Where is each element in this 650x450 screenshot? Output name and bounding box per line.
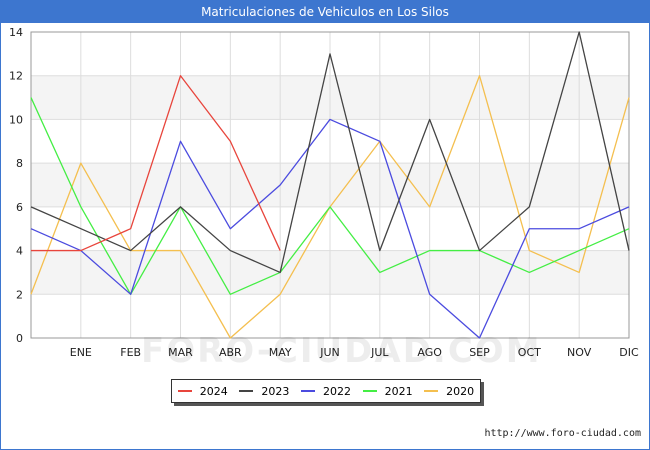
y-tick-label: 0 bbox=[16, 332, 23, 345]
x-tick-label: MAR bbox=[168, 346, 193, 359]
y-tick-label: 6 bbox=[16, 201, 23, 214]
legend-swatch bbox=[177, 390, 192, 392]
legend-label: 2021 bbox=[384, 384, 413, 398]
y-tick-label: 14 bbox=[9, 26, 23, 39]
legend-label: 2023 bbox=[261, 384, 290, 398]
y-tick-label: 2 bbox=[16, 288, 23, 301]
series-line-2024 bbox=[31, 75, 281, 252]
x-tick-label: SEP bbox=[469, 346, 490, 359]
x-tick-label: NOV bbox=[567, 346, 592, 359]
legend-swatch bbox=[424, 390, 439, 392]
legend-item-2024: 2024 bbox=[177, 384, 228, 398]
x-tick-label: DIC bbox=[619, 346, 639, 359]
legend-label: 2024 bbox=[199, 384, 228, 398]
x-tick-label: OCT bbox=[518, 346, 541, 359]
legend-item-2021: 2021 bbox=[362, 384, 413, 398]
legend: 2024 2023 2022 2021 2020 bbox=[171, 379, 481, 403]
legend-label: 2020 bbox=[446, 384, 475, 398]
legend-swatch bbox=[239, 390, 254, 392]
x-tick-label: FEB bbox=[120, 346, 141, 359]
legend-item-2020: 2020 bbox=[424, 385, 474, 398]
legend-item-2022: 2022 bbox=[300, 384, 351, 398]
watermark: FORO-CIUDAD.COM bbox=[141, 331, 542, 371]
legend-label: 2022 bbox=[322, 384, 351, 398]
y-tick-label: 4 bbox=[16, 245, 23, 258]
plot-area bbox=[30, 31, 630, 339]
x-tick-label: JUN bbox=[319, 346, 340, 359]
chart-title: Matriculaciones de Vehiculos en Los Silo… bbox=[1, 1, 649, 23]
x-tick-label: MAY bbox=[269, 346, 292, 359]
series-line-2022 bbox=[30, 118, 630, 339]
x-tick-label: ABR bbox=[219, 346, 242, 359]
x-tick-label: JUL bbox=[370, 346, 389, 359]
x-tick-label: ENE bbox=[70, 346, 92, 359]
y-tick-label: 8 bbox=[16, 157, 23, 170]
legend-swatch bbox=[362, 390, 377, 392]
y-tick-label: 10 bbox=[9, 113, 23, 126]
y-tick-label: 12 bbox=[9, 70, 23, 83]
series-line-2023 bbox=[30, 31, 630, 274]
legend-swatch bbox=[300, 390, 315, 392]
x-tick-label: AGO bbox=[417, 346, 442, 359]
legend-item-2023: 2023 bbox=[239, 385, 289, 398]
source-url[interactable]: http://www.foro-ciudad.com bbox=[484, 428, 641, 439]
